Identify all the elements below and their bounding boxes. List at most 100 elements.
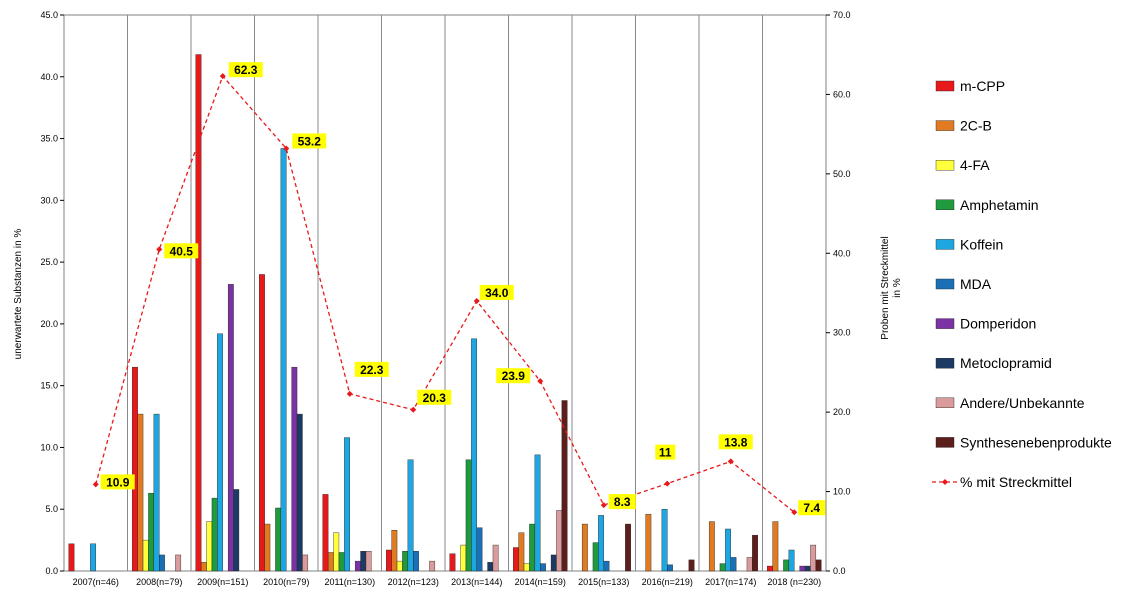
bar	[217, 333, 223, 572]
legend: m-CPP 2C-B 4-FA Amphetamin Koffein MDA Domperi…	[932, 78, 1112, 490]
bar	[338, 552, 345, 572]
line-point	[537, 378, 544, 385]
legend-label: m-CPP	[960, 78, 1005, 94]
bar	[513, 547, 519, 572]
x-tick-label: 2015(n=133)	[578, 577, 629, 587]
x-tick-label: 2008(n=79)	[136, 577, 182, 587]
bar	[810, 544, 817, 572]
bar	[465, 459, 472, 572]
x-tick-label: 2009(n=151)	[197, 577, 248, 587]
data-label-box	[479, 284, 514, 300]
bar	[200, 562, 207, 572]
legend-swatch	[935, 397, 955, 408]
bar	[556, 510, 563, 572]
bar	[730, 557, 737, 572]
bar	[227, 284, 234, 572]
legend-line-marker	[942, 479, 948, 485]
y2-tick-label: 0.0	[833, 566, 846, 576]
y2-axis-title-line2: in %	[892, 278, 903, 298]
bar	[233, 489, 240, 572]
bar	[402, 551, 409, 572]
line-point	[283, 145, 290, 152]
bar	[598, 515, 604, 572]
legend-swatch	[935, 437, 955, 448]
y2-axis-title-line1: Proben mit Streckmittel	[880, 236, 891, 339]
y-tick-label: 10.0	[40, 442, 58, 452]
bar	[603, 560, 610, 572]
bar	[540, 563, 546, 572]
bar	[137, 413, 144, 572]
axes: 0.0 5.0 10.0 15.0 20.0 25.0 30.0 35.0 40.0 45.0 0.…	[40, 10, 850, 587]
y-tick-label: 0.0	[45, 566, 58, 576]
legend-swatch	[935, 120, 955, 131]
bar	[523, 563, 530, 572]
data-label: 22.3	[360, 363, 384, 377]
data-label: 7.4	[803, 501, 820, 515]
y-tick-label: 40.0	[40, 72, 58, 82]
bar	[788, 549, 795, 572]
x-tick-label: 2017(n=174)	[705, 577, 756, 587]
y-tick-label: 45.0	[40, 10, 58, 20]
bar	[581, 523, 588, 572]
bar	[407, 459, 414, 572]
x-tick-label: 2014(n=159)	[515, 577, 566, 587]
legend-label: 2C-B	[960, 118, 992, 134]
bar	[476, 527, 483, 572]
bar	[772, 521, 779, 572]
bar	[460, 544, 467, 572]
y-tick-label: 25.0	[40, 257, 58, 267]
legend-swatch	[935, 80, 955, 92]
bar	[688, 559, 695, 572]
line-point	[473, 297, 480, 304]
bar	[175, 554, 182, 572]
data-label: 20.3	[423, 391, 447, 405]
bar	[667, 564, 673, 572]
data-label-box	[608, 494, 636, 510]
bar	[333, 532, 340, 572]
bar	[142, 539, 149, 572]
bar-series	[68, 54, 822, 572]
bar	[413, 551, 419, 572]
data-label: 53.2	[298, 134, 322, 148]
bar	[148, 492, 155, 572]
data-label: 8.3	[614, 495, 631, 509]
x-tick-label: 2016(n=219)	[642, 577, 693, 587]
data-label-box	[798, 500, 826, 516]
line-point	[410, 406, 417, 413]
bar	[783, 559, 790, 572]
bar	[296, 413, 303, 572]
line-point	[92, 481, 99, 488]
bar	[386, 549, 392, 572]
bar	[471, 338, 477, 572]
line-point	[346, 390, 353, 397]
bar	[302, 554, 309, 572]
bar	[752, 534, 758, 572]
x-tick-label: 2013(n=144)	[451, 577, 502, 587]
bar	[625, 523, 631, 572]
legend-swatch	[935, 159, 955, 171]
bar	[259, 274, 265, 572]
data-label: 40.5	[170, 244, 194, 258]
bar	[153, 413, 160, 572]
data-label-box	[655, 444, 676, 460]
bar	[534, 454, 541, 572]
line-point	[600, 502, 607, 509]
bar	[429, 560, 436, 572]
y2-tick-label: 50.0	[833, 169, 851, 179]
data-label-box	[417, 389, 452, 405]
bar	[708, 521, 715, 572]
legend-swatch	[935, 318, 955, 329]
x-tick-label: 2018 (n=230)	[767, 577, 821, 587]
bar	[487, 562, 494, 572]
bar	[132, 366, 138, 572]
bar	[719, 563, 726, 572]
bar	[804, 565, 811, 572]
bar	[291, 366, 298, 572]
line-point	[219, 73, 226, 80]
data-label-box	[354, 361, 389, 377]
data-label-box	[228, 62, 263, 78]
line-point	[727, 458, 734, 465]
data-label: 62.3	[234, 63, 258, 77]
y-tick-label: 15.0	[40, 381, 58, 391]
